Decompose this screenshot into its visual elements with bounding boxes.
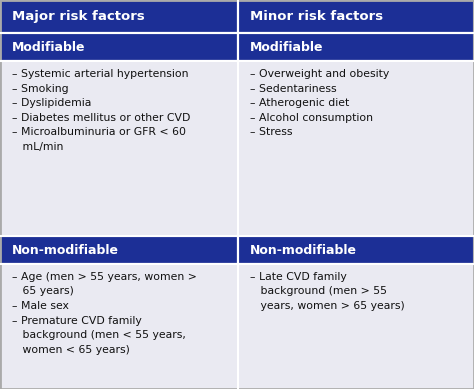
Text: – Atherogenic diet: – Atherogenic diet <box>250 98 349 108</box>
Bar <box>238 264 474 389</box>
Text: Major risk factors: Major risk factors <box>12 10 145 23</box>
Text: women < 65 years): women < 65 years) <box>12 345 130 354</box>
Text: Non-modifiable: Non-modifiable <box>250 244 357 256</box>
Text: Modifiable: Modifiable <box>250 40 323 54</box>
Text: Minor risk factors: Minor risk factors <box>250 10 383 23</box>
Text: – Overweight and obesity: – Overweight and obesity <box>250 69 389 79</box>
Text: – Stress: – Stress <box>250 127 292 137</box>
Text: – Alcohol consumption: – Alcohol consumption <box>250 112 373 123</box>
Bar <box>238 236 474 264</box>
Text: – Sedentariness: – Sedentariness <box>250 84 337 93</box>
Bar <box>0 0 238 33</box>
Bar <box>0 236 238 264</box>
Text: – Dyslipidemia: – Dyslipidemia <box>12 98 91 108</box>
Bar <box>238 61 474 236</box>
Text: mL/min: mL/min <box>12 142 63 151</box>
Bar <box>238 0 474 33</box>
Text: background (men > 55: background (men > 55 <box>250 287 387 296</box>
Text: – Systemic arterial hypertension: – Systemic arterial hypertension <box>12 69 188 79</box>
Text: 65 years): 65 years) <box>12 287 74 296</box>
Text: Non-modifiable: Non-modifiable <box>12 244 119 256</box>
Text: – Late CVD family: – Late CVD family <box>250 272 346 282</box>
Text: – Diabetes mellitus or other CVD: – Diabetes mellitus or other CVD <box>12 112 190 123</box>
Text: – Age (men > 55 years, women >: – Age (men > 55 years, women > <box>12 272 197 282</box>
Text: – Smoking: – Smoking <box>12 84 68 93</box>
Bar <box>238 33 474 61</box>
Text: – Male sex: – Male sex <box>12 301 69 311</box>
Text: background (men < 55 years,: background (men < 55 years, <box>12 330 186 340</box>
Bar <box>0 264 238 389</box>
Text: – Microalbuminuria or GFR < 60: – Microalbuminuria or GFR < 60 <box>12 127 186 137</box>
Text: – Premature CVD family: – Premature CVD family <box>12 315 142 326</box>
Text: years, women > 65 years): years, women > 65 years) <box>250 301 404 311</box>
Bar <box>0 33 238 61</box>
Bar <box>0 61 238 236</box>
Text: Modifiable: Modifiable <box>12 40 85 54</box>
